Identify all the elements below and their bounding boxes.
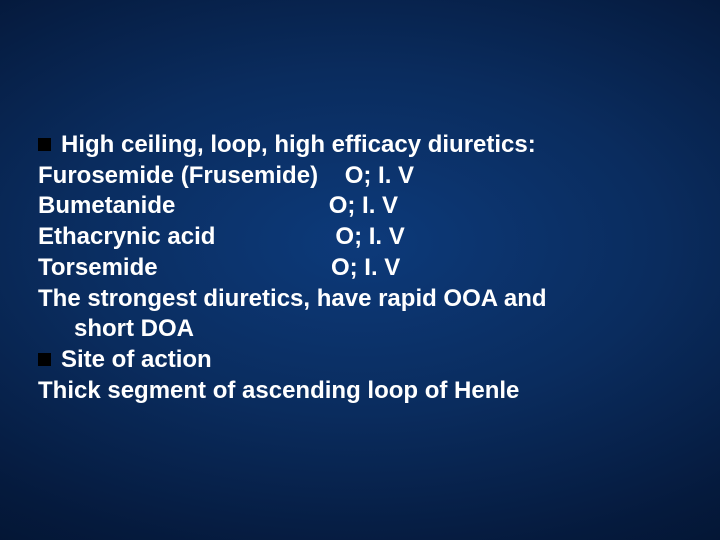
- line-site-of-action: Site of action: [38, 345, 682, 376]
- line-thick-segment: Thick segment of ascending loop of Henle: [38, 376, 682, 407]
- line-torsemide: Torsemide O; I. V: [38, 253, 682, 284]
- square-bullet-icon: [38, 353, 51, 366]
- line-ethacrynic: Ethacrynic acid O; I. V: [38, 222, 682, 253]
- heading-text: High ceiling, loop, high efficacy diuret…: [61, 131, 536, 158]
- square-bullet-icon: [38, 138, 51, 151]
- line-strongest-b: short DOA: [38, 314, 682, 345]
- line-bumetanide: Bumetanide O; I. V: [38, 191, 682, 222]
- line-strongest-a: The strongest diuretics, have rapid OOA …: [38, 284, 682, 315]
- site-of-action-text: Site of action: [61, 346, 212, 373]
- slide-body: High ceiling, loop, high efficacy diuret…: [0, 0, 720, 406]
- line-heading: High ceiling, loop, high efficacy diuret…: [38, 130, 682, 161]
- line-furosemide: Furosemide (Frusemide) O; I. V: [38, 161, 682, 192]
